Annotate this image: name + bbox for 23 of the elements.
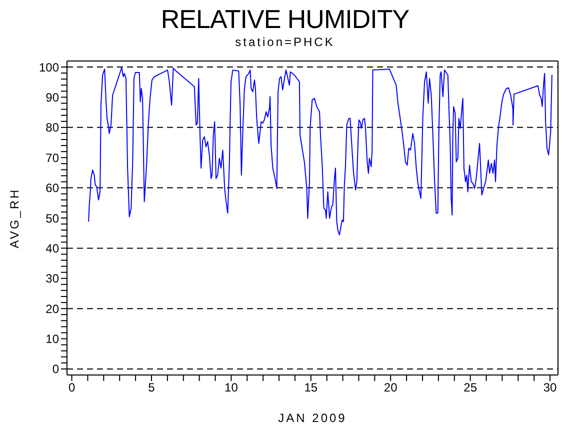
x-tick-label: 0 bbox=[68, 380, 76, 395]
y-tick-label: 60 bbox=[46, 181, 60, 196]
y-tick-label: 40 bbox=[46, 241, 60, 256]
y-tick-label: 70 bbox=[46, 150, 60, 165]
x-axis-title: JAN 2009 bbox=[278, 411, 347, 425]
x-tick-label: 10 bbox=[224, 380, 238, 395]
chart-subtitle: station=PHCK bbox=[234, 35, 336, 49]
x-tick-label: 25 bbox=[464, 380, 478, 395]
x-tick-label: 20 bbox=[384, 380, 398, 395]
y-tick-label: 0 bbox=[52, 362, 60, 376]
y-tick-label: 30 bbox=[46, 272, 60, 286]
y-tick-label: 90 bbox=[46, 90, 60, 104]
y-tick-label: 80 bbox=[46, 120, 60, 135]
x-tick-label: 15 bbox=[304, 380, 318, 395]
chart-title: RELATIVE HUMIDITY bbox=[160, 4, 410, 35]
y-tick-label: 50 bbox=[46, 211, 60, 226]
y-axis-title: AVG_RH bbox=[7, 188, 22, 248]
x-tick-label: 5 bbox=[148, 380, 156, 395]
line-series bbox=[88, 67, 552, 236]
y-tick-label: 20 bbox=[46, 302, 60, 316]
y-tick-label: 10 bbox=[46, 332, 60, 346]
y-tick-label: 100 bbox=[38, 60, 60, 74]
x-tick-label: 30 bbox=[543, 380, 558, 395]
